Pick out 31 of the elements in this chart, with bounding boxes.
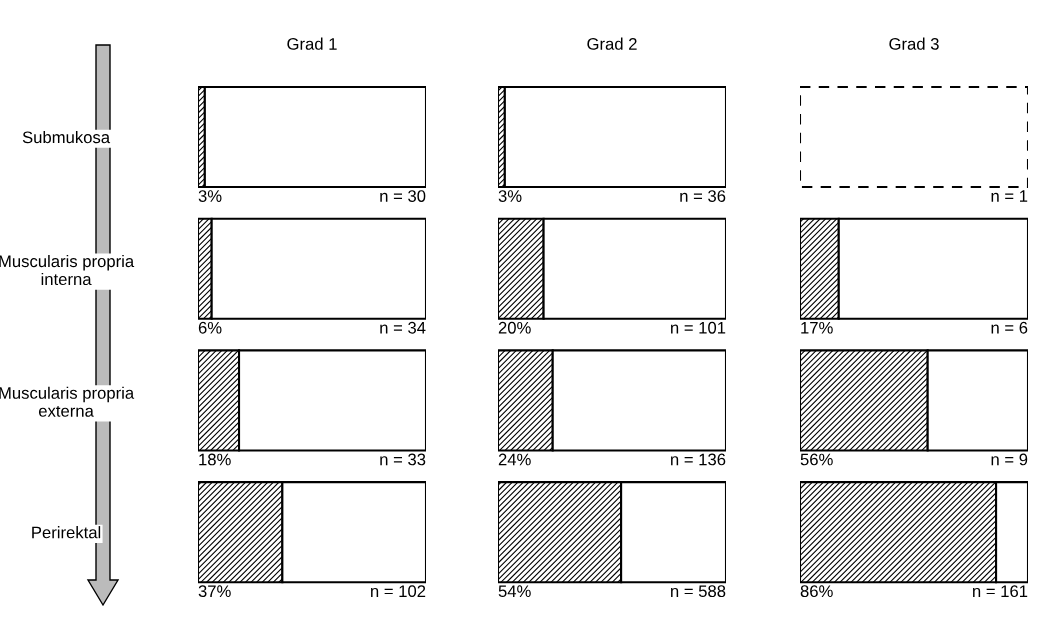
chart-title: Grad 3 [889, 37, 939, 50]
annotation: n = 33 [380, 453, 426, 466]
annotation: n = 9 [991, 453, 1028, 466]
annotation: n = 161 [973, 585, 1028, 598]
data-label: 86% [800, 585, 833, 598]
annotation: n = 6 [991, 321, 1028, 334]
y-tick-label: Submukosa [22, 130, 111, 144]
y-tick-label: Muscularis propria externa [0, 386, 135, 417]
data-label: 17% [801, 321, 833, 334]
annotation: n = 101 [671, 321, 726, 334]
data-label: 54% [498, 585, 531, 598]
annotation: n = 588 [671, 585, 726, 598]
chart-title: Grad 1 [287, 37, 337, 50]
data-label: 24% [498, 453, 531, 466]
y-tick-label: Muscularis propria interna [0, 254, 135, 286]
annotation: n = 36 [680, 190, 726, 202]
data-label: 6% [198, 321, 222, 334]
data-label: 3% [198, 190, 222, 202]
chart-title: Grad 2 [587, 37, 637, 50]
data-label: 3% [498, 190, 522, 202]
annotation: n = 1 [991, 190, 1028, 202]
data-label: 56% [800, 453, 833, 466]
annotation: n = 102 [371, 585, 426, 598]
annotation: n = 136 [671, 453, 726, 466]
bar [800, 85, 1028, 189]
annotation: n = 30 [380, 190, 426, 202]
y-tick-label: Perirektal [32, 526, 101, 539]
data-label: 37% [198, 585, 231, 598]
annotation: n = 34 [380, 321, 426, 334]
data-label: 20% [498, 321, 531, 334]
data-label: 18% [199, 453, 231, 466]
